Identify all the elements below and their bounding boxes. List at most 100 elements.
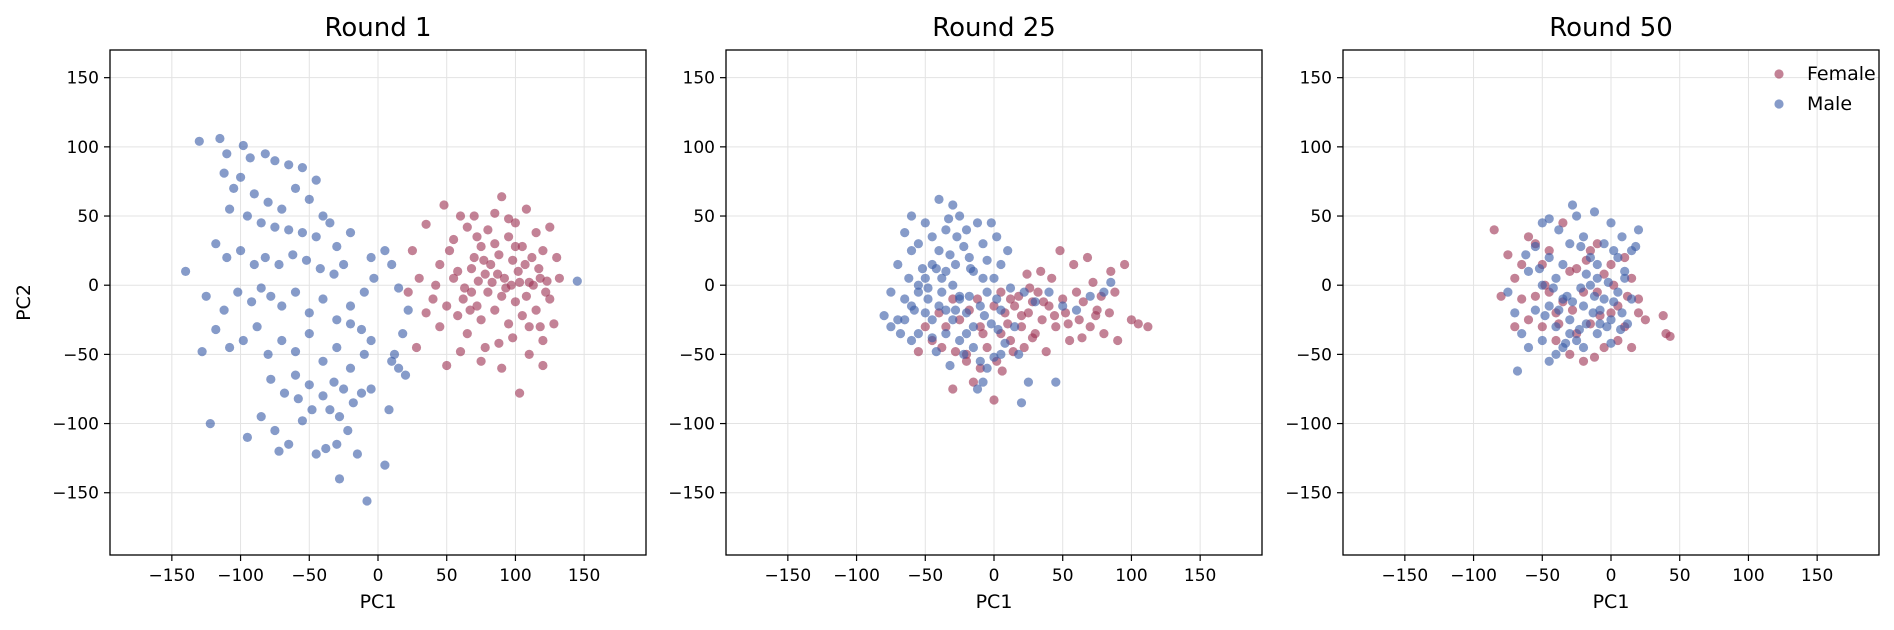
data-point-male [993,324,1003,335]
data-point-female [1106,266,1116,276]
data-point-female [1523,315,1534,325]
data-point-male [992,294,1002,304]
data-point-male [366,252,376,263]
data-point-male [982,363,992,373]
data-point-male [886,287,896,297]
data-point-female [403,287,413,297]
data-point-male [197,347,207,357]
data-point-male [1051,377,1061,387]
data-point-female [996,287,1006,297]
data-point-male [1537,335,1547,346]
data-point-female [961,356,972,366]
data-point-male [900,315,910,325]
data-point-male [1595,305,1605,315]
data-point-male [1530,305,1540,315]
data-point-male [318,356,328,366]
data-point-female [1592,239,1602,249]
data-point-female [524,322,534,332]
data-point-male [913,329,924,339]
data-point-male [1512,366,1523,376]
data-point-female [435,259,445,270]
data-point-female [1037,315,1047,325]
data-point-female [462,222,472,232]
x-tick-label: 150 [1184,566,1216,586]
data-point-male [1576,283,1586,293]
data-point-female [508,333,518,343]
data-point-female [480,342,490,353]
data-point-female [1104,308,1114,318]
data-point-female [1120,259,1130,270]
data-point-male [982,255,992,265]
data-point-male [387,259,397,270]
chart-panel-2: −150 −100 −50 0 50 100 150 −150 −100 −50 0 50 100 150… [668,13,1263,613]
data-point-female [1551,335,1561,346]
data-point-female [1658,311,1668,321]
data-point-male [952,232,962,242]
data-point-male [1085,291,1095,301]
data-point-male [904,273,914,283]
data-point-female [1578,356,1589,366]
legend-marker-female [1774,69,1784,79]
data-point-male [934,246,944,256]
data-point-male [362,496,372,506]
x-tick-label: −150 [148,566,195,586]
data-point-male [931,347,941,357]
data-point-male [1622,319,1633,329]
data-point-male [1544,252,1554,263]
data-point-female [504,214,514,224]
data-point-male [304,308,314,318]
data-point-female [527,252,537,263]
data-point-male [339,259,349,270]
data-point-male [201,291,211,301]
data-point-male [893,259,903,270]
data-point-male [1567,200,1578,210]
data-point-male [256,412,266,422]
data-point-male [950,259,961,270]
data-point-male [895,329,906,339]
data-point-male [1589,207,1600,217]
data-point-male [572,276,582,286]
data-point-male [1554,225,1564,235]
data-point-male [1589,291,1600,301]
y-tick-label: 100 [1300,138,1332,158]
data-point-male [1574,324,1584,335]
x-tick-label: −100 [833,566,880,586]
data-point-female [1558,218,1568,228]
data-point-female [458,294,468,304]
data-point-male [1010,322,1020,332]
data-point-female [431,280,441,290]
data-point-male [1627,294,1637,304]
data-point-female [534,264,544,274]
data-point-female [1091,311,1101,321]
data-point-male [906,335,917,346]
data-point-male [293,394,303,404]
data-point-female [1051,322,1061,332]
data-point-male [923,294,933,304]
data-point-male [934,301,944,311]
data-point-male [893,315,903,325]
data-point-female [1589,352,1600,362]
x-tick-label: 50 [1052,566,1074,586]
data-point-male [923,283,933,293]
data-point-female [531,305,541,315]
data-point-male [1572,335,1582,346]
data-point-female [1613,335,1623,346]
data-point-female [508,255,518,265]
data-point-female [1599,342,1609,353]
data-point-female [948,384,958,394]
data-point-male [1581,269,1591,279]
data-point-male [931,264,941,274]
data-point-male [920,218,930,228]
data-point-male [964,252,974,263]
data-point-male [955,291,965,301]
data-point-male [1058,301,1068,311]
data-point-male [879,311,889,321]
data-point-male [1599,294,1609,304]
data-point-male [978,273,988,283]
data-point-female [545,222,555,232]
data-point-female [1063,319,1073,329]
data-point-female [476,241,486,252]
data-point-male [1523,342,1534,353]
data-point-male [968,322,979,332]
